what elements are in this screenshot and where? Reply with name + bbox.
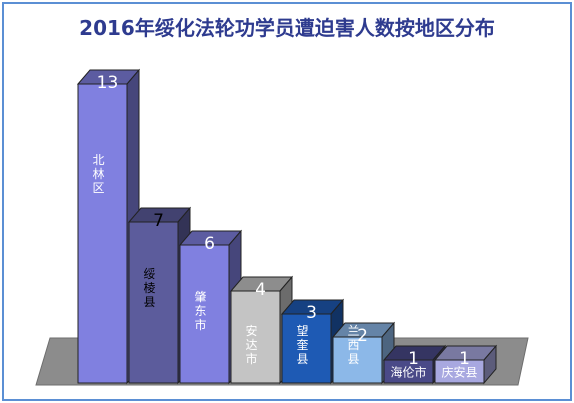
bar-category-label: 安达市 xyxy=(245,323,257,366)
bar-category-char: 望 xyxy=(296,324,308,338)
bar-category-label: 北林区 xyxy=(92,153,104,195)
bar-front xyxy=(128,221,179,384)
bar-value-label: 6 xyxy=(204,234,215,254)
bar-front xyxy=(332,336,383,384)
bar-category-char: 兰 xyxy=(347,324,359,338)
bar-category-char: 林 xyxy=(92,167,104,181)
bar-category-char: 县 xyxy=(296,352,308,366)
bar-side xyxy=(483,344,497,385)
bar-value-label: 2 xyxy=(357,326,368,346)
bar-value-label: 7 xyxy=(153,211,164,231)
bar-category-label: 海伦市 xyxy=(390,365,426,380)
bar-value-label: 3 xyxy=(306,303,317,323)
bar-front xyxy=(77,83,128,384)
bar-category-char: 东 xyxy=(194,304,206,318)
bar-category-char: 绥 xyxy=(143,267,155,281)
chart-title: 2016年绥化法轮功学员遭迫害人数按地区分布 xyxy=(79,16,495,40)
bar-category-char: 西 xyxy=(347,338,359,352)
bar-category-char: 肇 xyxy=(194,289,206,304)
bar-category-char: 县 xyxy=(347,352,359,366)
bar-category-label: 兰西县 xyxy=(347,324,359,366)
bar-category-char: 安 xyxy=(245,323,257,338)
bar-category-label: 肇东市 xyxy=(194,289,206,332)
bar-category-label: 望奎县 xyxy=(296,324,308,366)
bar-category-char: 区 xyxy=(92,181,104,195)
bar-category-label: 绥棱县 xyxy=(143,267,155,309)
bar-value-label: 4 xyxy=(255,280,266,300)
bar-category-char: 奎 xyxy=(296,337,308,352)
bar-category-char: 达 xyxy=(245,338,257,352)
bar-category-char: 县 xyxy=(143,295,155,309)
bar-category-char: 市 xyxy=(194,317,206,332)
bar-category-char: 市 xyxy=(245,351,257,366)
bar-value-label: 13 xyxy=(97,73,119,93)
bar-category-char: 北 xyxy=(92,153,104,167)
bar-front xyxy=(281,313,332,384)
bar-category-label: 庆安县 xyxy=(441,365,477,380)
bar-value-label: 1 xyxy=(459,349,470,369)
bar-category-char: 棱 xyxy=(143,280,155,295)
bar-value-label: 1 xyxy=(408,349,419,369)
